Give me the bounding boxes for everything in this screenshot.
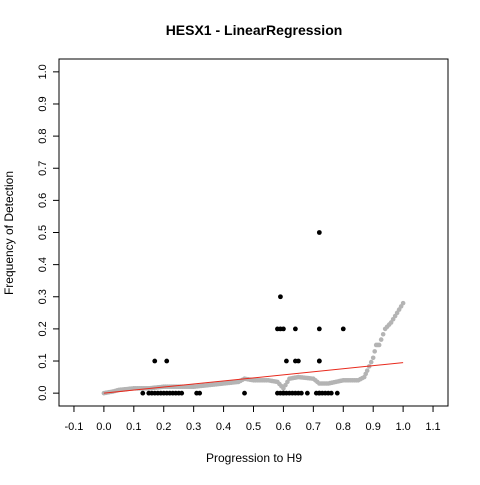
observed-point: [284, 358, 289, 364]
observed-point: [292, 326, 298, 332]
observed-point: [316, 358, 322, 364]
observed-point: [278, 294, 283, 300]
x-tick-label: 1.0: [395, 421, 410, 433]
regression-series: [103, 362, 404, 394]
observed-point: [242, 390, 247, 396]
observed-point: [275, 326, 280, 332]
y-tick-label: 0.3: [37, 289, 49, 304]
x-tick-label: 0.6: [276, 421, 291, 433]
x-tick-label: 0.5: [246, 421, 261, 433]
observed-point: [298, 390, 304, 396]
observed-point: [316, 326, 322, 332]
observed-point: [304, 390, 310, 396]
smoothed-point: [368, 359, 374, 365]
x-axis-label: Progression to H9: [206, 451, 302, 465]
observed-point: [179, 390, 185, 396]
regression-line: [103, 362, 404, 394]
smoothed-point: [376, 342, 382, 348]
smoothed-series: [101, 300, 406, 396]
x-tick-label: 0.8: [336, 421, 351, 433]
observed-point: [164, 358, 170, 364]
observed-point: [140, 390, 146, 396]
y-tick-label: 0.8: [37, 128, 49, 143]
y-axis: 0.0 0.1 0.2 0.3 0.4 0.5 0.6 0.7 0.8 0.9 1.0: [37, 64, 59, 401]
x-tick-label: 0.1: [126, 421, 141, 433]
y-tick-label: 1.0: [37, 64, 49, 79]
y-tick-label: 0.0: [37, 385, 49, 400]
x-tick-label: 0.7: [306, 421, 321, 433]
y-tick-label: 0.4: [37, 257, 49, 272]
observed-point: [328, 390, 334, 396]
x-tick-label: 0.3: [186, 421, 201, 433]
smoothed-point: [372, 349, 377, 354]
y-tick-label: 0.1: [37, 353, 49, 368]
x-tick-label: 0.2: [156, 421, 171, 433]
observed-point: [316, 230, 322, 235]
x-tick-label: -0.1: [64, 421, 83, 433]
chart-title: HESX1 - LinearRegression: [166, 22, 343, 38]
x-tick-label: 0.0: [96, 421, 111, 433]
y-tick-label: 0.7: [37, 161, 49, 176]
observed-series: [140, 230, 346, 396]
smoothed-point: [400, 300, 406, 306]
observed-point: [197, 390, 203, 396]
observed-point: [334, 390, 340, 396]
smoothed-point: [370, 355, 376, 361]
y-tick-label: 0.6: [37, 193, 49, 208]
y-tick-label: 0.2: [37, 321, 49, 336]
y-tick-label: 0.5: [37, 225, 49, 240]
smoothed-point: [364, 368, 370, 373]
x-tick-label: 0.4: [216, 421, 231, 433]
observed-point: [295, 358, 301, 364]
observed-point: [340, 326, 346, 332]
smoothed-point: [380, 331, 386, 337]
y-tick-label: 0.9: [37, 96, 49, 111]
x-tick-label: 1.1: [425, 421, 440, 433]
observed-point: [281, 326, 286, 332]
observed-point: [152, 358, 158, 364]
plot-frame: [58, 58, 449, 407]
y-axis-label: Frequency of Detection: [2, 171, 16, 295]
x-axis: -0.1 0.0 0.1 0.2 0.3 0.4 0.5 0.6 0.7 0.8 0.9 1.0 1.1: [64, 406, 441, 433]
x-tick-label: 0.9: [366, 421, 381, 433]
smoothed-point: [378, 337, 384, 342]
